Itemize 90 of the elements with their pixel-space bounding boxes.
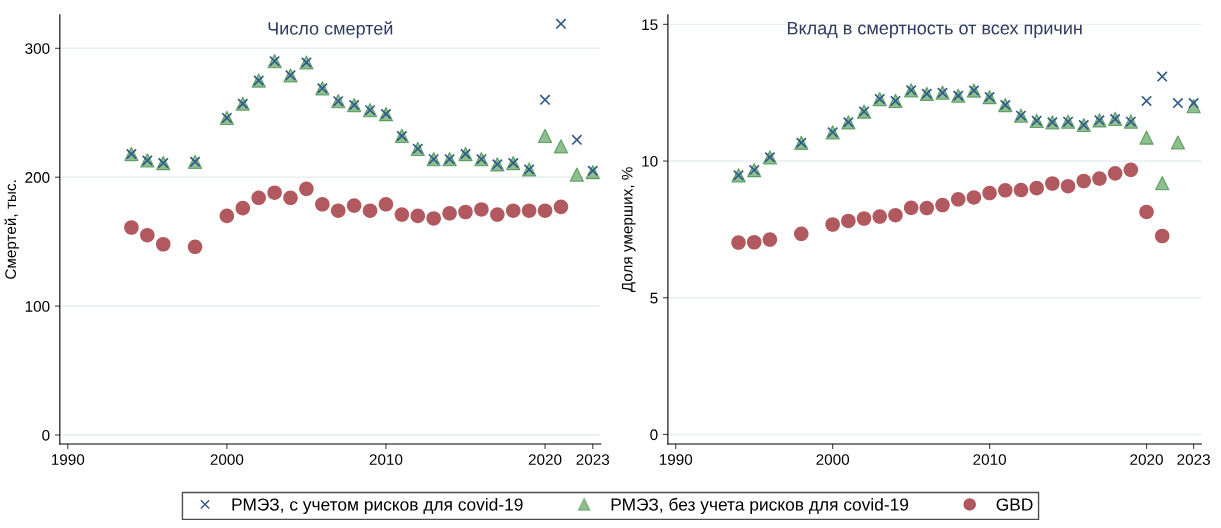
point	[490, 207, 505, 222]
y-tick-label: 0	[650, 429, 658, 441]
y-tick-label: 0	[42, 429, 50, 441]
point	[935, 197, 950, 213]
point	[919, 200, 935, 216]
point	[903, 200, 919, 216]
point	[569, 167, 585, 182]
x-tick-label: 2020	[528, 454, 562, 465]
y-tick-label: 300	[25, 43, 50, 54]
point	[346, 198, 362, 213]
point	[555, 18, 567, 30]
point	[505, 203, 521, 219]
point	[1172, 97, 1184, 109]
point	[966, 190, 982, 205]
point	[1139, 130, 1154, 145]
point	[1170, 135, 1186, 150]
point	[442, 206, 457, 221]
point	[1092, 171, 1107, 186]
point	[251, 190, 266, 206]
point	[187, 239, 203, 255]
point	[1076, 173, 1092, 189]
point	[474, 202, 489, 217]
point	[1013, 182, 1029, 198]
point	[140, 227, 155, 243]
point	[537, 128, 553, 144]
point	[1060, 178, 1076, 194]
x-tick-label: 2023	[576, 454, 610, 465]
y-tick-label: 200	[25, 172, 50, 183]
point	[1107, 166, 1123, 181]
point	[155, 236, 171, 252]
y-tick-label: 5	[650, 292, 658, 304]
x-tick-label: 2000	[210, 454, 244, 465]
point	[841, 213, 856, 229]
point	[521, 203, 537, 219]
point	[1154, 228, 1170, 244]
x-tick-label: 2000	[816, 454, 850, 465]
chart-title: Вклад в смертность от всех причин	[787, 21, 1082, 39]
point	[315, 197, 330, 212]
point	[267, 185, 282, 200]
point	[950, 192, 966, 207]
point	[426, 211, 441, 226]
y-tick-label: 10	[642, 155, 658, 167]
point	[362, 203, 378, 219]
point	[1156, 71, 1168, 83]
point	[1155, 176, 1170, 191]
point	[1139, 204, 1154, 220]
point	[762, 232, 778, 247]
point	[998, 183, 1013, 198]
y-axis-title: Доля умерших, %	[621, 167, 636, 293]
point	[982, 185, 997, 201]
y-tick-label: 15	[642, 19, 658, 31]
point	[378, 197, 394, 212]
point	[856, 211, 872, 226]
point	[124, 220, 139, 235]
point	[1029, 180, 1044, 196]
y-tick-label: 100	[25, 300, 50, 312]
legend-label: РМЭЗ, с учетом рисков для covid-19	[232, 497, 523, 515]
legend-label: GBD	[996, 498, 1033, 511]
point	[410, 208, 426, 224]
point	[537, 203, 553, 219]
legend-label: РМЭЗ, без учета рисков для covid-19	[611, 497, 909, 515]
point	[872, 209, 888, 224]
point	[235, 200, 251, 216]
x-tick-label: 1990	[51, 454, 85, 465]
point	[283, 190, 298, 206]
point	[571, 134, 583, 146]
x-tick-label: 2023	[1177, 454, 1210, 465]
point	[888, 207, 903, 223]
x-tick-label: 1990	[659, 454, 693, 465]
point	[825, 217, 840, 232]
point	[1045, 176, 1060, 191]
point	[553, 199, 569, 215]
point	[539, 94, 551, 106]
point	[731, 235, 746, 250]
x-tick-label: 2010	[973, 454, 1006, 465]
x-tick-label: 2010	[369, 454, 403, 465]
point	[219, 208, 235, 224]
x-tick-label: 2020	[1130, 454, 1163, 465]
point	[330, 203, 346, 219]
point	[746, 234, 762, 250]
point	[394, 207, 410, 222]
point	[1141, 95, 1153, 107]
point	[1188, 97, 1200, 109]
point	[1123, 162, 1139, 178]
point	[299, 181, 314, 197]
chart-title: Число смертей	[268, 21, 393, 39]
y-axis-title: Смертей, тыс.	[4, 180, 20, 279]
point	[794, 226, 809, 242]
point	[553, 139, 569, 154]
point	[458, 204, 473, 220]
